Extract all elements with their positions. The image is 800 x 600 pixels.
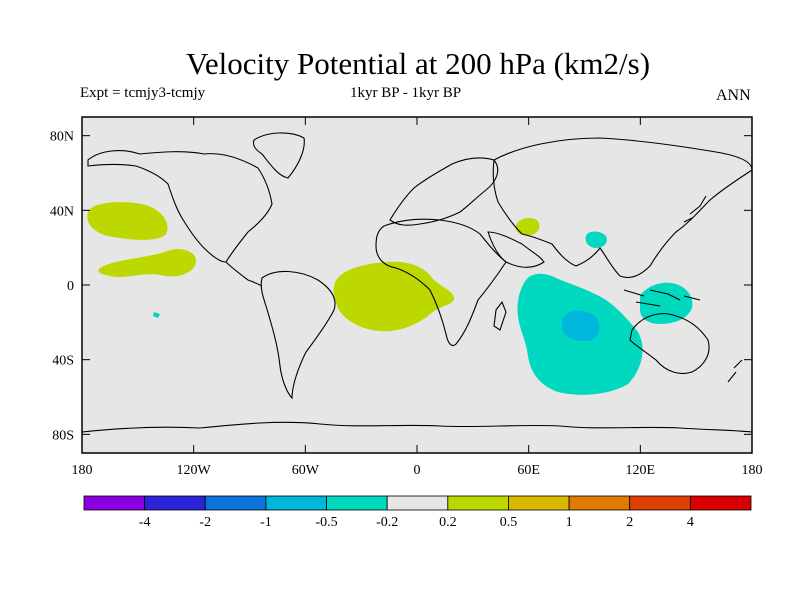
colorbar: -4 -2 -1 -0.5 -0.2 0.2 0.5 1 2 4 (83, 495, 752, 530)
coast-africa (375, 218, 507, 347)
colorbar-label: -0.5 (315, 515, 337, 530)
y-tick-label: 0 (67, 279, 74, 294)
longitude-axis: 180 120W 60W 0 60E 120E 180 (72, 117, 763, 478)
colorbar-label: 0.5 (500, 515, 518, 530)
y-tick-label: 40S (52, 354, 74, 369)
colorbar-label: 0.2 (439, 515, 457, 530)
latitude-axis: 80N 40N 0 40S 80S (50, 130, 752, 443)
coast-central-america (225, 261, 263, 287)
coast-europe (389, 157, 499, 226)
x-tick-label: 180 (742, 463, 763, 478)
region-north-pacific-positive (87, 202, 168, 240)
coast-japan (683, 195, 707, 223)
experiment-label: Expt = tcmjy3-tcmjy (80, 85, 206, 101)
x-tick-label: 0 (414, 463, 421, 478)
region-east-pacific-positive (98, 249, 197, 278)
colorbar-swatch (689, 495, 752, 511)
period-label: 1kyr BP - 1kyr BP (350, 85, 462, 101)
contour-fill-layer (87, 202, 693, 395)
colorbar-label: 1 (566, 515, 573, 530)
coast-antarctica (81, 421, 753, 433)
colorbar-swatch (629, 495, 691, 511)
region-atlantic-africa-positive (333, 261, 455, 332)
coast-north-america (87, 150, 273, 263)
x-tick-label: 60E (517, 463, 540, 478)
region-bengal-negative (585, 231, 607, 248)
coast-australia (629, 313, 710, 375)
colorbar-swatch (265, 495, 327, 511)
coast-asia (492, 137, 753, 279)
coast-greenland (252, 132, 305, 179)
colorbar-label: -2 (199, 515, 211, 530)
coast-arabia (487, 231, 545, 268)
coast-new-zealand (727, 359, 743, 383)
colorbar-swatch (326, 495, 388, 511)
colorbar-swatch (508, 495, 570, 511)
coast-madagascar (493, 300, 507, 331)
colorbar-label: 2 (626, 515, 633, 530)
region-small-negative-patch (153, 312, 160, 318)
region-indonesia-negative (640, 282, 693, 324)
y-tick-label: 40N (50, 204, 74, 219)
coast-indonesia (623, 289, 701, 307)
coast-south-america (260, 270, 336, 400)
x-tick-label: 120E (626, 463, 656, 478)
season-label: ANN (716, 87, 751, 104)
x-tick-label: 120W (177, 463, 212, 478)
y-tick-label: 80N (50, 130, 74, 145)
coastline-layer (81, 132, 753, 433)
colorbar-label: -0.2 (376, 515, 398, 530)
colorbar-swatch (83, 495, 146, 511)
colorbar-swatch (386, 495, 449, 511)
x-tick-label: 180 (72, 463, 93, 478)
colorbar-swatch (144, 495, 206, 511)
colorbar-swatch (204, 495, 267, 511)
colorbar-swatch (447, 495, 509, 511)
colorbar-label: -4 (139, 515, 151, 530)
y-tick-label: 80S (52, 428, 74, 443)
region-indian-ocean-core (562, 310, 600, 342)
region-arabia-positive (515, 218, 540, 236)
chart-title: Velocity Potential at 200 hPa (km2/s) (185, 46, 651, 81)
colorbar-swatch (568, 495, 631, 511)
colorbar-label: 4 (687, 515, 694, 530)
x-tick-label: 60W (292, 463, 320, 478)
colorbar-label: -1 (260, 515, 272, 530)
